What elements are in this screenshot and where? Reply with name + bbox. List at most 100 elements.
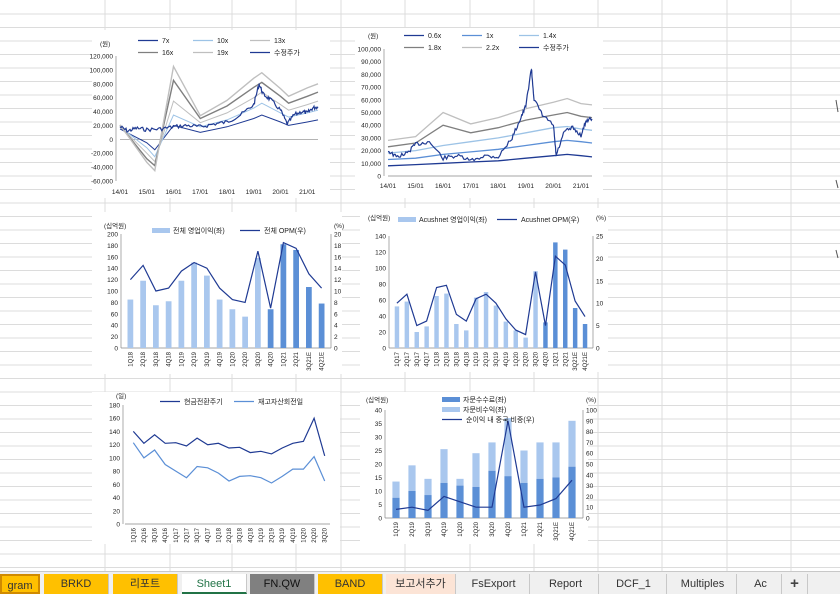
sheet-tab-9[interactable]: Report [533,574,599,594]
chart4-y-tick: 40 [379,314,387,321]
chart6-right-unit: (%) [586,397,596,404]
chart5-x-tick: 3Q18 [238,527,244,542]
chart5-x-tick: 1Q20 [301,527,307,542]
chart4-y2-tick: 0 [596,346,600,353]
chart4-y2-tick: 5 [596,323,600,330]
sheet-tab-7[interactable]: 보고서추가 [386,574,456,594]
chart4-x-tick: 2Q19 [484,351,490,366]
chart1-y-tick: 0 [109,137,113,144]
chart5-x-tick: 3Q19 [280,527,286,542]
chart2-x-tick: 14/01 [380,183,397,190]
chart6-bar-base [568,466,576,518]
chart3-y2-tick: 16 [334,254,342,261]
chart4-x-tick: 1Q17 [395,351,401,366]
chart1-y-tick: 20,000 [93,123,113,130]
chart4-bar [424,326,429,348]
chart3-x-tick: 3Q19 [205,351,211,366]
chart5-y-tick: 140 [109,429,120,436]
chart1-x-tick: 18/01 [219,189,236,196]
chart1-series-price [119,83,319,133]
spreadsheet-canvas[interactable]: (원) 120,000 100,000 80,000 60,000 40,000 20,00… [0,0,840,571]
sheet-tab-4[interactable]: Sheet1 [182,574,247,594]
sheet-tab-3[interactable]: 리포트 [113,574,178,594]
chart4-x-tick: 4Q18 [464,351,470,366]
chart2-unit-label: (원) [368,31,378,40]
chart4-bar [523,337,528,348]
sheet-tab-6[interactable]: BAND [318,574,383,594]
chart6-bar-base [424,495,432,518]
chart6-y2-tick: 50 [586,462,594,469]
chart2-legend-label: 수정주가 [543,43,569,52]
chart2-y-tick: 100,000 [358,47,382,54]
chart5-y-tick: 80 [113,469,121,476]
chart2-y-tick: 20,000 [361,148,381,155]
chart3-y2-tick: 18 [334,243,342,250]
chart2-series-1.4x [387,125,593,154]
chart6-bar-top [488,442,496,471]
chart4-legend-swatch [398,217,416,222]
chart2-x-tick: 19/01 [518,183,535,190]
chart2-series-2.2x [387,97,593,142]
sheet-tab-10[interactable]: DCF_1 [601,574,667,594]
chart5-x-tick: 2Q18 [227,527,233,542]
chart3-x-tick: 2Q19 [192,351,198,366]
chart2-legend-label: 2.2x [486,45,500,52]
sheet-tab-2[interactable]: BRKD [44,574,109,594]
chart3-y-tick: 200 [107,232,118,239]
chart-area [92,212,342,374]
chart6-bar-base [488,470,496,518]
chart3-bar [229,309,236,348]
chart1-y-tick: 60,000 [93,95,113,102]
chart3-x-tick: 4Q19 [218,351,224,366]
chart6-bar-top [536,442,544,479]
chart6-y-tick: 15 [375,475,383,482]
chart2-y-tick: 60,000 [361,97,381,104]
chart1-series-13x [119,91,319,163]
chart4-bar [414,332,419,348]
chart1-series-16x [119,78,319,167]
chart6-y-tick: 25 [375,448,383,455]
chart5-x-tick: 1Q18 [216,527,222,542]
chart2-series-price [387,68,593,162]
chart3-y2-tick: 10 [334,289,342,296]
chart3-x-tick: 1Q18 [128,351,134,366]
chart4-x-tick: 1Q20 [514,351,520,366]
chart4-y-tick: 60 [379,298,387,305]
chart6-y-tick: 20 [375,462,383,469]
chart3-bar [280,244,287,348]
chart4-y-tick: 80 [379,282,387,289]
chart4-bar [553,242,558,348]
chart3-bar [153,305,159,348]
chart1-legend-label: 13x [274,38,286,45]
chart3-y2-tick: 14 [334,266,342,273]
sheet-tab-1[interactable]: gram [0,574,40,594]
chart5-x-tick: 2Q17 [184,527,190,542]
chart6-y2-tick: 60 [586,451,594,458]
chart6-legend-label: 순이익 내 중국 비중(우) [466,415,534,424]
chart5-y-tick: 40 [113,495,121,502]
sheet-tab-5[interactable]: FN.QW [250,574,315,594]
chart1-x-tick: 20/01 [272,189,289,196]
chart2-y-tick: 70,000 [361,85,381,92]
chart3-line-series [129,241,323,309]
chart6-bar-top [504,418,512,477]
chart4-left-unit: (십억원) [368,213,390,222]
chart5-x-tick: 3Q17 [195,527,201,542]
chart4-x-tick: 1Q18 [435,351,441,366]
chart4-bar [513,330,518,348]
add-sheet-button[interactable]: + [782,574,808,594]
chart2-y-tick: 90,000 [361,59,381,66]
chart3-y2-tick: 12 [334,277,342,284]
chart5-x-tick: 4Q16 [163,527,169,542]
chart6-y2-tick: 80 [586,429,594,436]
chart1-x-tick: 16/01 [165,189,182,196]
chart3-x-tick: 2Q20 [243,351,249,366]
sheet-tab-12[interactable]: Ac [740,574,782,594]
sheet-tab-8[interactable]: FsExport [458,574,530,594]
chart3-y2-tick: 4 [334,323,338,330]
chart1-y-tick: 100,000 [90,67,114,74]
chart6-y2-tick: 70 [586,440,594,447]
chart6-y2-tick: 100 [586,408,597,415]
sheet-tab-11[interactable]: Multiples [669,574,737,594]
chart4-x-tick: 1Q19 [474,351,480,366]
